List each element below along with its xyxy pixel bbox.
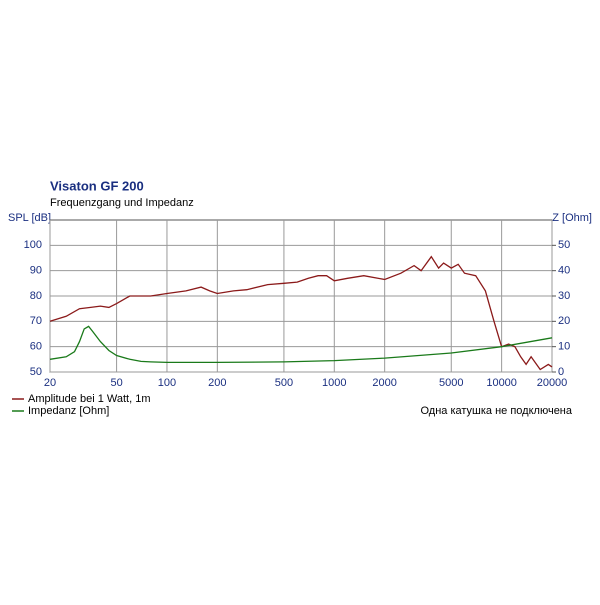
y-tick-label: 60 bbox=[30, 341, 42, 353]
x-tick-label: 500 bbox=[275, 377, 293, 389]
y-tick-label: 50 bbox=[30, 366, 42, 378]
chart-subtitle: Frequenzgang und Impedanz bbox=[50, 197, 194, 209]
annotation: Одна катушка не подключена bbox=[420, 405, 572, 417]
y2-tick-label: 0 bbox=[558, 366, 564, 378]
y-tick-label: 100 bbox=[24, 239, 42, 251]
y2-tick-label: 40 bbox=[558, 265, 570, 277]
series-line bbox=[49, 325, 553, 364]
y2-tick-label: 50 bbox=[558, 239, 570, 251]
x-tick-label: 20000 bbox=[537, 377, 568, 389]
x-tick-label: 10000 bbox=[486, 377, 517, 389]
legend-label: Amplitude bei 1 Watt, 1m bbox=[28, 393, 150, 405]
x-tick-label: 50 bbox=[110, 377, 122, 389]
y-tick-label: 80 bbox=[30, 290, 42, 302]
x-tick-label: 2000 bbox=[372, 377, 396, 389]
y-axis-label: SPL [dB] bbox=[8, 212, 51, 224]
x-tick-label: 100 bbox=[158, 377, 176, 389]
x-tick-label: 20 bbox=[44, 377, 56, 389]
legend-label: Impedanz [Ohm] bbox=[28, 405, 109, 417]
y-tick-label: 90 bbox=[30, 265, 42, 277]
x-tick-label: 1000 bbox=[322, 377, 346, 389]
x-tick-label: 200 bbox=[208, 377, 226, 389]
chart-title: Visaton GF 200 bbox=[50, 178, 144, 193]
y2-tick-label: 30 bbox=[558, 290, 570, 302]
y2-tick-label: 20 bbox=[558, 315, 570, 327]
y-tick-label: 70 bbox=[30, 315, 42, 327]
x-tick-label: 5000 bbox=[439, 377, 463, 389]
y2-tick-label: 10 bbox=[558, 341, 570, 353]
y2-axis-label: Z [Ohm] bbox=[552, 212, 592, 224]
